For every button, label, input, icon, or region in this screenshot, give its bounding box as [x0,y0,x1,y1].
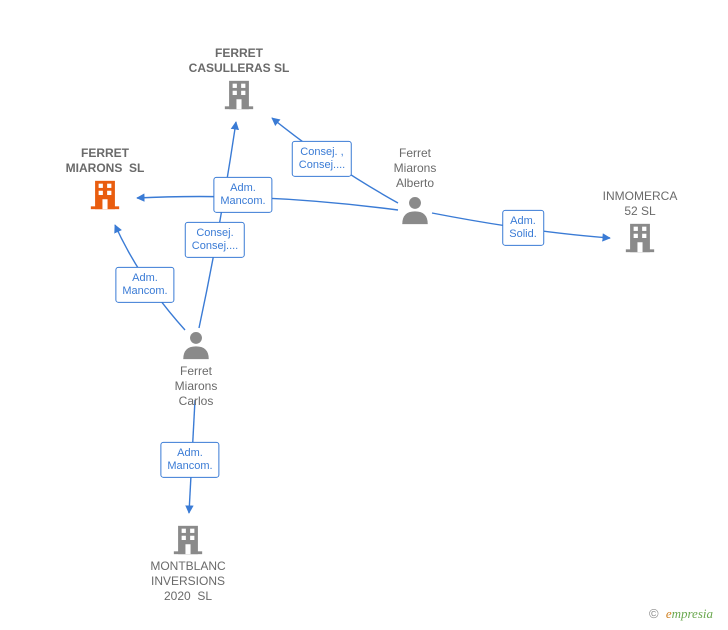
building-icon [222,78,256,112]
building-icon [171,523,205,557]
diagram-canvas: { "type": "network", "width": 728, "heig… [0,0,728,630]
node-label: FERRET CASULLERAS SL [169,46,309,76]
node-label: MONTBLANC INVERSIONS 2020 SL [118,559,258,604]
node-montblanc[interactable]: MONTBLANC INVERSIONS 2020 SL [118,521,258,604]
building-icon [623,221,657,255]
person-icon [398,193,432,227]
edge-label-alberto-inmomerca: Adm. Solid. [502,210,544,246]
node-label: Ferret Miarons Carlos [126,364,266,409]
building-icon [88,178,122,212]
node-inmomerca[interactable]: INMOMERCA 52 SL [570,189,710,257]
node-ferret_casulleras[interactable]: FERRET CASULLERAS SL [169,46,309,114]
edge-label-carlos-montblanc: Adm. Mancom. [160,442,219,478]
footer-rest: mpresia [672,606,713,621]
node-label: Ferret Miarons Alberto [345,146,485,191]
edge-label-alberto-ferret_miarons_sl: Adm. Mancom. [213,177,272,213]
node-ferret_miarons_sl[interactable]: FERRET MIARONS SL [35,146,175,214]
edges-layer [0,0,728,630]
node-label: FERRET MIARONS SL [35,146,175,176]
node-label: INMOMERCA 52 SL [570,189,710,219]
copyright-symbol: © [649,606,659,621]
footer-credit: © empresia [649,606,713,622]
node-carlos[interactable]: Ferret Miarons Carlos [126,326,266,409]
edge-label-carlos-ferret_miarons_sl: Adm. Mancom. [115,267,174,303]
node-alberto[interactable]: Ferret Miarons Alberto [345,146,485,229]
edge-label-alberto-ferret_casulleras: Consej. , Consej.... [292,141,352,177]
person-icon [179,328,213,362]
edge-label-carlos-ferret_casulleras: Consej. Consej.... [185,222,245,258]
